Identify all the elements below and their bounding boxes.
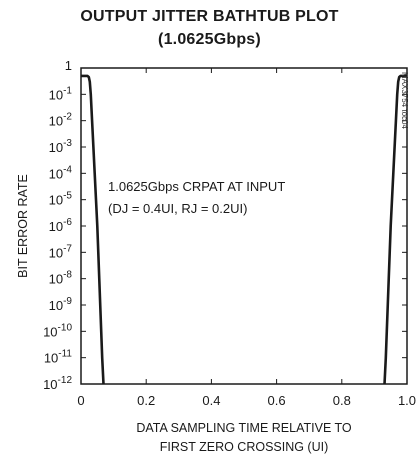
plot-frame xyxy=(80,67,408,385)
y-tick-label: 1 xyxy=(65,58,72,73)
annotation-line1: 1.0625Gbps CRPAT AT INPUT xyxy=(108,179,285,194)
y-tick-label: 10-3 xyxy=(49,138,73,155)
x-axis-label-line2: FIRST ZERO CROSSING (UI) xyxy=(160,440,329,454)
y-tick-label: 10-7 xyxy=(49,243,73,260)
y-tick-label: 10-8 xyxy=(49,270,73,287)
annotation-line2: (DJ = 0.4UI, RJ = 0.2UI) xyxy=(108,201,247,216)
y-tick-label: 10-11 xyxy=(44,349,73,366)
y-axis-label: BIT ERROR RATE xyxy=(16,174,30,278)
x-tick-label: 0.8 xyxy=(333,393,351,408)
chart-title-line2: (1.0625Gbps) xyxy=(158,31,261,48)
y-tick-label: 10-2 xyxy=(49,112,73,129)
x-axis-label-line1: DATA SAMPLING TIME RELATIVE TO xyxy=(136,421,352,435)
y-tick-label: 10-12 xyxy=(43,375,72,392)
y-tick-label: 10-1 xyxy=(49,85,73,102)
y-tick-label: 10-6 xyxy=(49,217,73,234)
y-tick-label: 10-9 xyxy=(49,296,73,313)
watermark-text: MAX3754 toc04 xyxy=(400,72,409,129)
x-tick-label: 0.6 xyxy=(268,393,286,408)
x-tick-label: 0 xyxy=(77,393,84,408)
bathtub-curve-left xyxy=(81,74,105,385)
bathtub-curve-right xyxy=(383,74,407,385)
y-tick-label: 10-4 xyxy=(49,164,73,181)
y-tick-label: 10-10 xyxy=(43,322,72,339)
x-tick-label: 0.2 xyxy=(137,393,155,408)
x-tick-label: 0.4 xyxy=(202,393,220,408)
chart-title-line1: OUTPUT JITTER BATHTUB PLOT xyxy=(80,8,339,25)
x-tick-label: 1.0 xyxy=(398,393,416,408)
y-tick-label: 10-5 xyxy=(49,191,73,208)
